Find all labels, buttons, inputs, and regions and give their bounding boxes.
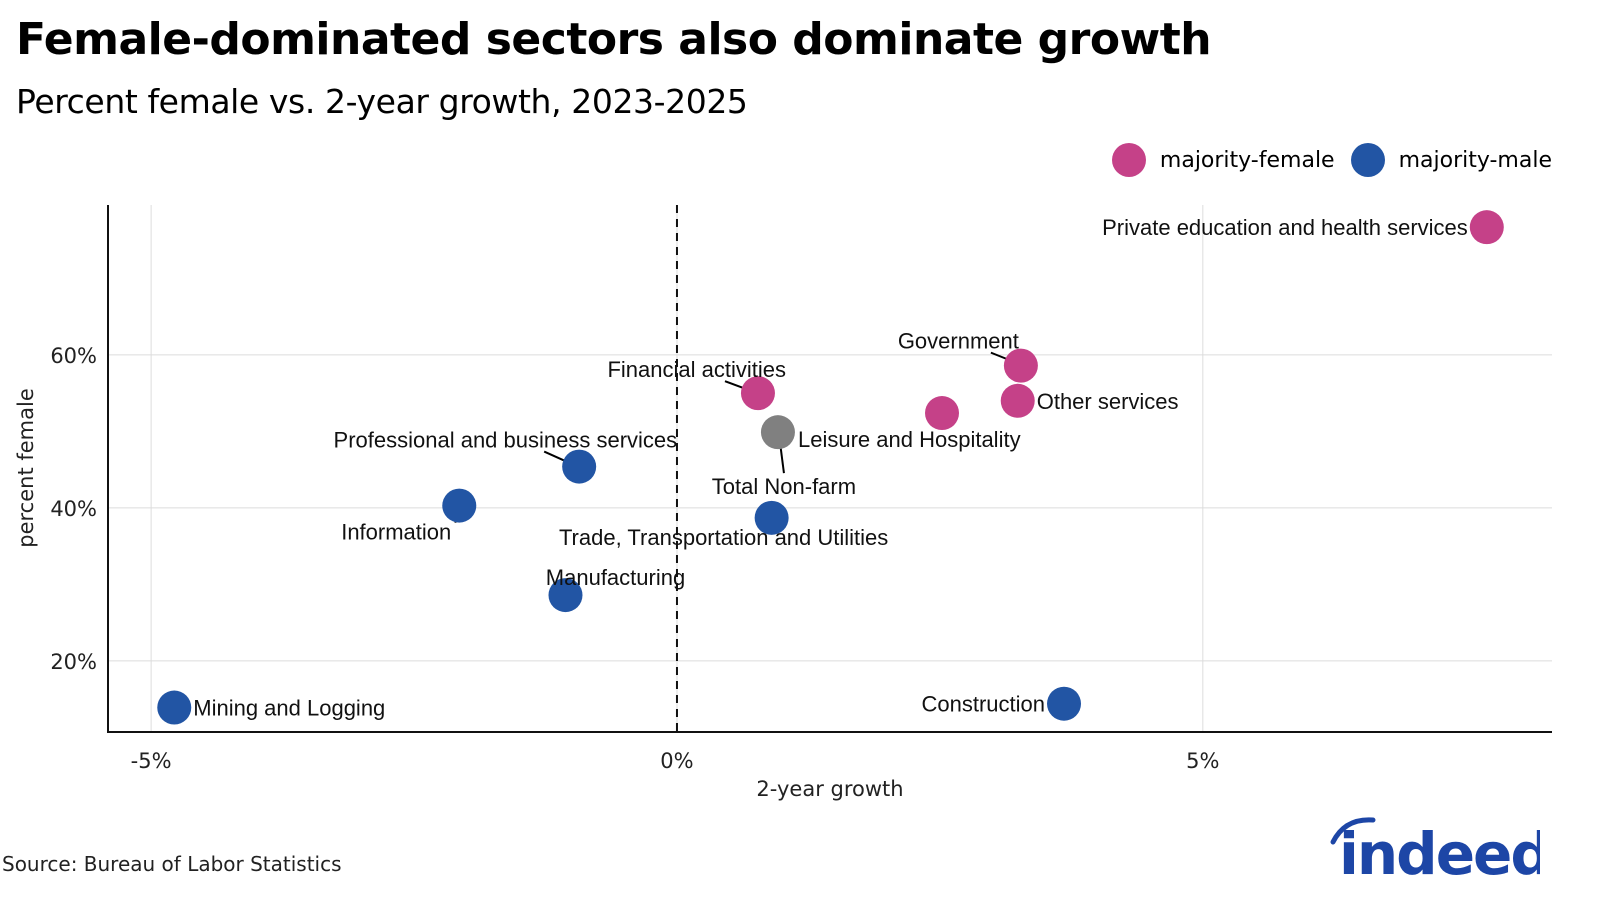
point-label: Mining and Logging — [193, 696, 385, 721]
point-label: Financial activities — [607, 357, 786, 382]
point-label: Manufacturing — [546, 565, 685, 590]
chart-title: Female-dominated sectors also dominate g… — [16, 14, 1212, 65]
logo-arc-icon — [1330, 817, 1376, 845]
data-point — [1000, 383, 1035, 418]
point-labels: Private education and health services Gov… — [193, 215, 1468, 720]
legend-label-female: majority-female — [1159, 147, 1335, 173]
y-tick-label: 20% — [50, 650, 97, 674]
legend-swatch-female — [1111, 143, 1146, 177]
x-tick-label: 0% — [660, 749, 693, 773]
point-label: Other services — [1037, 389, 1179, 414]
data-point — [740, 376, 775, 411]
legend-item-male: majority-male — [1350, 143, 1552, 177]
legend-swatch-male — [1350, 143, 1385, 177]
legend-label-male: majority-male — [1398, 147, 1552, 173]
legend: majority-female majority-male — [1096, 143, 1552, 177]
data-point — [442, 488, 477, 523]
point-label: Information — [341, 520, 451, 545]
data-point — [754, 500, 789, 535]
data-point — [548, 578, 583, 613]
chart-subtitle: Percent female vs. 2-year growth, 2023-2… — [16, 82, 748, 121]
data-point — [1469, 210, 1504, 245]
point-label: Private education and health services — [1102, 215, 1468, 240]
x-axis-title: 2-year growth — [756, 777, 903, 801]
data-point — [1047, 686, 1082, 721]
y-tick-label: 60% — [50, 344, 97, 368]
point-label: Professional and business services — [334, 428, 678, 453]
source-note: Source: Bureau of Labor Statistics — [2, 852, 342, 876]
points — [157, 210, 1504, 725]
x-tick-label: -5% — [131, 749, 172, 773]
data-point — [760, 415, 795, 450]
y-axis-title: percent female — [14, 388, 38, 548]
y-tick-label: 40% — [50, 497, 97, 521]
point-label: Government — [898, 329, 1019, 354]
point-label: Construction — [921, 692, 1045, 717]
indeed-logo: indeed — [1330, 817, 1540, 885]
data-point — [157, 690, 192, 725]
point-label: Trade, Transportation and Utilities — [559, 525, 888, 550]
point-label: Total Non-farm — [712, 474, 856, 499]
legend-item-female: majority-female — [1111, 143, 1335, 177]
axes: -5% 0% 5% 20% 40% 60% — [50, 205, 1552, 773]
point-label: Leisure and Hospitality — [798, 427, 1021, 452]
gridlines — [108, 205, 1552, 732]
data-point — [562, 449, 597, 484]
data-point — [1003, 348, 1038, 383]
logo-text: indeed — [1339, 820, 1540, 885]
data-point — [925, 396, 960, 431]
x-tick-label: 5% — [1186, 749, 1219, 773]
